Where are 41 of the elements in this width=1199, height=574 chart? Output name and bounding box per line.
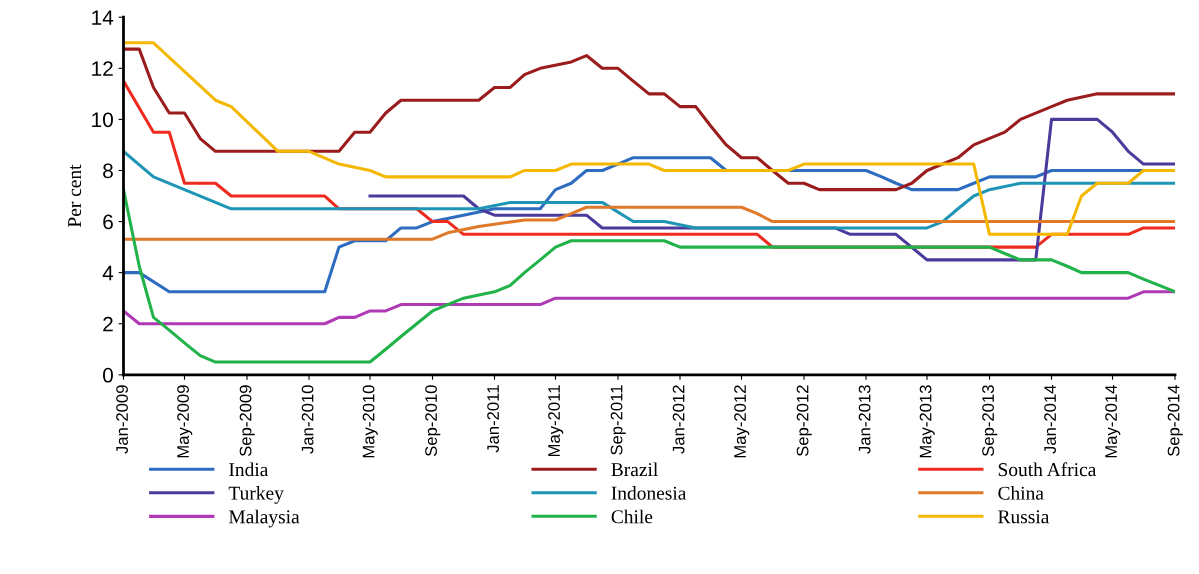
x-tick-label: Jan-2014	[1044, 385, 1056, 454]
line-series	[123, 290, 1176, 326]
x-tick-label: May-2013	[919, 385, 935, 458]
y-tick-label: 0	[103, 367, 113, 383]
legend-label: China	[998, 486, 1044, 500]
legend-label: Brazil	[611, 462, 658, 477]
y-tick-label: 6	[103, 214, 113, 230]
y-tick-label: 10	[92, 112, 113, 128]
legend-label: Russia	[998, 510, 1050, 524]
legend-label: Malaysia	[228, 509, 300, 528]
y-tick-label: 8	[103, 163, 113, 179]
x-tick-label: Jan-2011	[487, 385, 499, 453]
x-tick-label: May-2012	[734, 385, 750, 458]
legend-label: India	[229, 462, 269, 477]
x-tick-label: Jan-2009	[116, 385, 128, 454]
x-tick-label: Sep-2014	[1167, 385, 1183, 457]
y-axis-title: Per cent	[68, 164, 82, 228]
y-tick-label: 14	[92, 10, 114, 25]
line-series	[123, 149, 1176, 230]
legend-label: Turkey	[228, 486, 284, 504]
x-tick-label: Sep-2010	[425, 385, 441, 457]
y-tick-label: 2	[103, 316, 113, 332]
y-tick-label: 12	[92, 61, 113, 76]
x-tick-label: Sep-2012	[796, 385, 812, 457]
legend-label: South Africa	[998, 462, 1097, 477]
y-tick-label: 4	[102, 265, 114, 281]
x-tick-label: May-2010	[362, 385, 378, 458]
x-tick-label: Sep-2013	[982, 385, 998, 457]
x-tick-label: Sep-2009	[239, 385, 255, 457]
x-tick-label: Jan-2013	[858, 385, 871, 454]
x-tick-label: May-2011	[548, 385, 564, 457]
x-tick-label: May-2009	[177, 385, 193, 458]
x-tick-label: May-2014	[1105, 385, 1121, 458]
x-tick-label: Sep-2011	[610, 385, 626, 455]
line-series	[123, 47, 1176, 192]
x-tick-label: Jan-2012	[672, 385, 685, 454]
x-tick-label: Jan-2010	[301, 385, 314, 454]
legend-label: Chile	[611, 509, 653, 524]
line-series	[123, 41, 1176, 236]
line-series	[123, 205, 1176, 241]
legend-label: Indonesia	[611, 486, 687, 500]
